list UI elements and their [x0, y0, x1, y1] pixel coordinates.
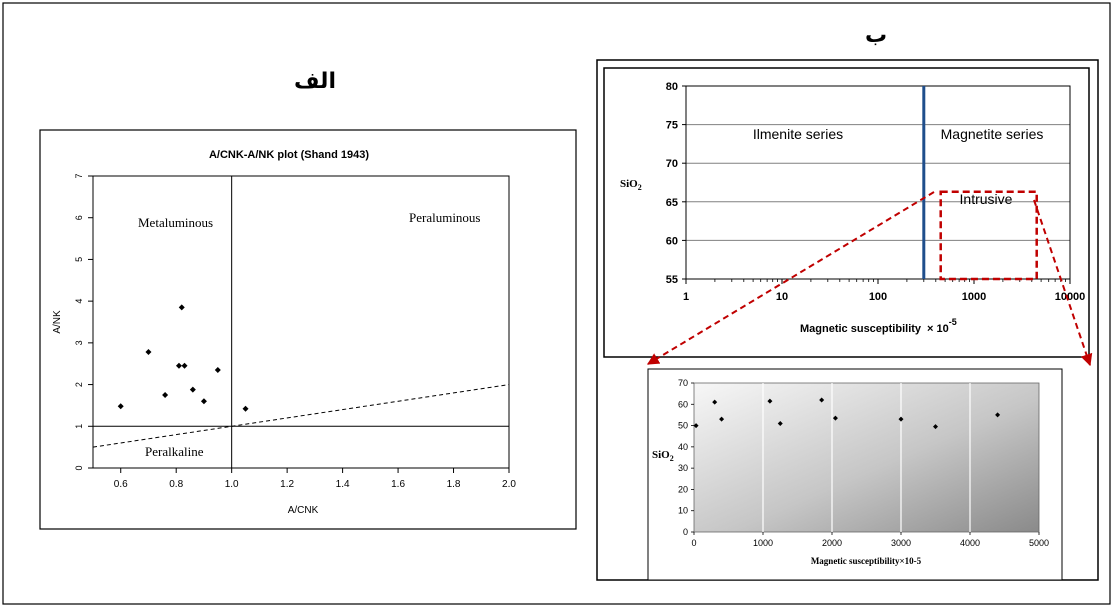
metaluminous-label: Metaluminous: [138, 215, 213, 230]
data-point: [767, 398, 773, 404]
x-tick-label: 1: [683, 291, 689, 303]
chart1-frame: [39, 129, 577, 530]
data-point: [242, 405, 249, 412]
chart3-xlabel: Magnetic susceptibility×10-5: [811, 556, 922, 566]
data-point: [933, 424, 938, 430]
x-tick-label: 1000: [753, 538, 773, 548]
x-tick-label: 10000: [1055, 291, 1086, 303]
acnk-ank-plot: A/CNK-A/NK plot (Shand 1943) 0 1 2 3 4 5 6 7 0.…: [39, 129, 577, 530]
intrusive-label: Intrusive: [960, 191, 1013, 207]
x-tick-label: 1.8: [447, 479, 461, 490]
data-point: [819, 397, 825, 403]
peralkaline-dashed-line: [92, 384, 510, 448]
data-point: [995, 412, 1001, 418]
y-tick-label: 7: [74, 173, 84, 178]
sio2-susceptibility-linear-plot: 0 10 20 30 40 50 60 70 0 1000 2000 3000 4000 5000 Si…: [647, 368, 1063, 581]
y-tick-label: 4: [74, 299, 84, 304]
left-panel-label: الف: [294, 69, 336, 94]
data-point: [832, 415, 838, 421]
y-tick-label: 5: [74, 257, 84, 262]
data-point: [214, 366, 221, 373]
data-point: [693, 423, 699, 429]
y-tick-label: 70: [666, 158, 678, 170]
y-tick-label: 60: [666, 235, 678, 247]
data-point: [175, 362, 182, 369]
x-tick-label: 0: [691, 538, 696, 548]
y-tick-label: 60: [678, 399, 688, 409]
y-tick-label: 0: [683, 527, 688, 537]
magnetite-series-label: Magnetite series: [941, 126, 1044, 142]
data-point: [777, 420, 783, 426]
data-point: [719, 416, 725, 422]
right-panel-label: ب: [865, 23, 887, 48]
x-tick-label: 10: [776, 291, 788, 303]
chart1-xlabel: A/CNK: [288, 505, 319, 516]
y-tick-label: 70: [678, 378, 688, 388]
x-tick-label: 1.6: [391, 479, 405, 490]
data-point: [200, 398, 207, 405]
peraluminous-label: Peraluminous: [409, 210, 481, 225]
intrusive-region: [939, 190, 1038, 281]
chart2-frame: [603, 67, 1090, 358]
y-tick-label: 2: [74, 382, 84, 387]
ilmenite-series-label: Ilmenite series: [753, 126, 843, 142]
y-tick-label: 65: [666, 197, 678, 209]
chart3-plot-area: [693, 382, 1040, 533]
chart1-plot-area: [92, 175, 510, 469]
chart1-ylabel: A/NK: [52, 310, 63, 334]
x-tick-label: 1.0: [225, 479, 239, 490]
y-tick-label: 6: [74, 215, 84, 220]
x-tick-label: 1000: [962, 291, 986, 303]
x-tick-label: 0.6: [114, 479, 128, 490]
data-point: [898, 416, 904, 422]
x-tick-label: 1.4: [336, 479, 350, 490]
x-tick-label: 4000: [960, 538, 980, 548]
data-point: [181, 362, 188, 369]
data-point: [145, 349, 152, 356]
y-tick-label: 75: [666, 120, 678, 132]
y-tick-label: 20: [678, 484, 688, 494]
y-tick-label: 40: [678, 442, 688, 452]
x-tick-label: 100: [869, 291, 887, 303]
data-point: [189, 386, 196, 393]
chart2-ylabel: SiO2: [620, 178, 642, 192]
chart2-xlabel: Magnetic susceptibility × 10-5: [800, 317, 957, 335]
y-tick-label: 10: [678, 506, 688, 516]
y-tick-label: 50: [678, 421, 688, 431]
data-point: [712, 399, 718, 405]
y-tick-label: 55: [666, 274, 678, 286]
data-point: [162, 392, 169, 398]
x-tick-label: 2.0: [502, 479, 516, 490]
x-tick-label: 0.8: [169, 479, 183, 490]
data-point: [117, 403, 124, 410]
peralkaline-label: Peralkaline: [145, 444, 204, 459]
x-tick-label: 2000: [822, 538, 842, 548]
x-tick-label: 5000: [1029, 538, 1049, 548]
x-tick-label: 3000: [891, 538, 911, 548]
y-tick-label: 80: [666, 81, 678, 93]
zoom-arrow-right: [1033, 199, 1093, 367]
y-tick-label: 1: [74, 424, 84, 429]
chart3-ylabel: SiO2: [652, 449, 674, 463]
y-tick-label: 30: [678, 463, 688, 473]
data-point: [178, 304, 185, 311]
zoom-arrow-left: [646, 191, 935, 365]
y-tick-label: 0: [74, 465, 84, 470]
y-tick-label: 3: [74, 340, 84, 345]
chart1-title: A/CNK-A/NK plot (Shand 1943): [209, 149, 369, 161]
x-tick-label: 1.2: [280, 479, 294, 490]
